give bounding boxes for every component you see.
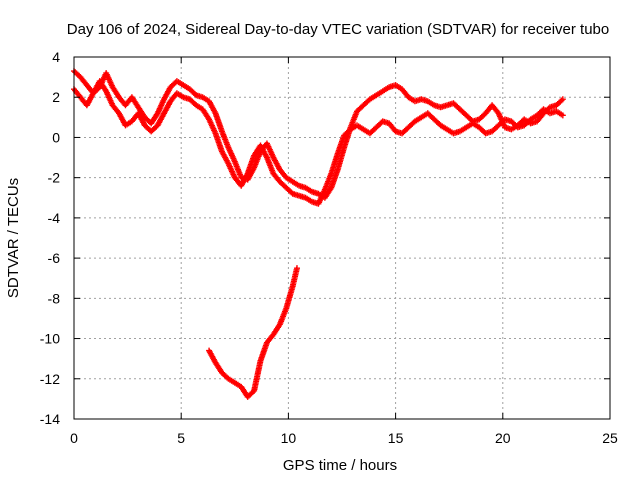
- y-tick-label: -6: [48, 250, 61, 266]
- y-tick-label: 0: [52, 129, 60, 145]
- x-tick-label: 15: [388, 430, 404, 446]
- series: [206, 265, 300, 400]
- data-markers: [71, 68, 566, 400]
- y-tick-label: -2: [48, 170, 61, 186]
- tick-labels: 0 5 10 15 20 25 -14 -12 -10 -8 -6 -4 -2 0 2 4: [40, 49, 618, 446]
- x-tick-label: 5: [177, 430, 185, 446]
- x-tick-label: 0: [70, 430, 78, 446]
- x-tick-label: 25: [602, 430, 618, 446]
- y-tick-label: -14: [40, 411, 60, 427]
- y-tick-label: 4: [52, 49, 60, 65]
- y-tick-label: -12: [40, 371, 60, 387]
- grid: [74, 57, 610, 419]
- y-tick-label: -8: [48, 290, 61, 306]
- data-point-marker: [559, 112, 566, 119]
- chart-title: Day 106 of 2024, Sidereal Day-to-day VTE…: [67, 21, 609, 38]
- plot-frame: [73, 56, 611, 420]
- data-point-marker: [559, 96, 566, 103]
- y-tick-label: -4: [48, 210, 61, 226]
- x-tick-label: 20: [495, 430, 511, 446]
- x-tick-label: 10: [281, 430, 297, 446]
- series: [71, 68, 566, 207]
- series-trace: [71, 68, 566, 201]
- x-axis-title: GPS time / hours: [283, 457, 397, 474]
- y-tick-label: 2: [52, 89, 60, 105]
- data-point-marker: [558, 97, 565, 104]
- y-tick-label: -10: [40, 331, 60, 347]
- data-point-marker: [293, 265, 300, 272]
- series-trace: [71, 78, 566, 207]
- axis-ticks: [73, 56, 611, 420]
- series-trace: [206, 265, 300, 400]
- y-axis-title: SDTVAR / TECUs: [5, 178, 22, 298]
